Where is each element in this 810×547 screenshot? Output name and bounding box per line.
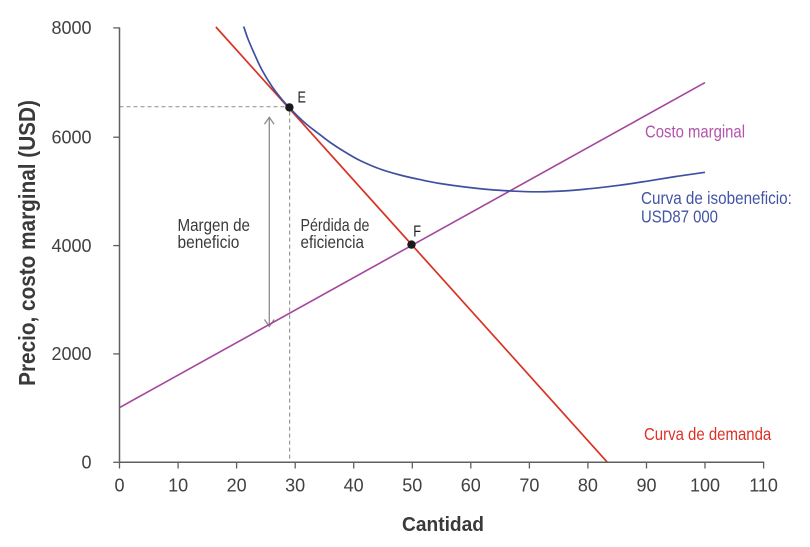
svg-text:50: 50 (402, 476, 422, 496)
svg-text:6000: 6000 (51, 127, 91, 147)
svg-text:0: 0 (81, 453, 91, 473)
svg-text:USD87 000: USD87 000 (641, 207, 718, 226)
svg-text:2000: 2000 (51, 344, 91, 364)
svg-text:40: 40 (344, 476, 364, 496)
svg-text:Cantidad: Cantidad (402, 514, 484, 536)
svg-text:F: F (413, 223, 421, 240)
svg-text:4000: 4000 (51, 236, 91, 256)
svg-text:E: E (298, 89, 306, 106)
svg-text:beneficio: beneficio (178, 233, 240, 252)
svg-text:Curva de isobeneficio:: Curva de isobeneficio: (641, 189, 792, 208)
svg-text:110: 110 (749, 476, 778, 496)
svg-text:Curva de demanda: Curva de demanda (644, 425, 772, 444)
svg-text:60: 60 (461, 476, 481, 496)
svg-text:Pérdida de: Pérdida de (301, 217, 370, 236)
svg-text:10: 10 (168, 476, 188, 496)
svg-text:80: 80 (578, 476, 598, 496)
svg-text:Precio, costo marginal (USD): Precio, costo marginal (USD) (14, 100, 40, 386)
svg-text:20: 20 (227, 476, 247, 496)
svg-text:eficiencia: eficiencia (301, 233, 365, 252)
svg-text:30: 30 (285, 476, 305, 496)
svg-text:Margen de: Margen de (178, 216, 250, 235)
svg-text:90: 90 (636, 476, 656, 496)
svg-text:8000: 8000 (51, 18, 91, 38)
svg-text:70: 70 (519, 476, 539, 496)
svg-text:0: 0 (114, 476, 124, 496)
svg-text:Costo marginal: Costo marginal (645, 122, 745, 141)
svg-text:100: 100 (690, 476, 720, 496)
